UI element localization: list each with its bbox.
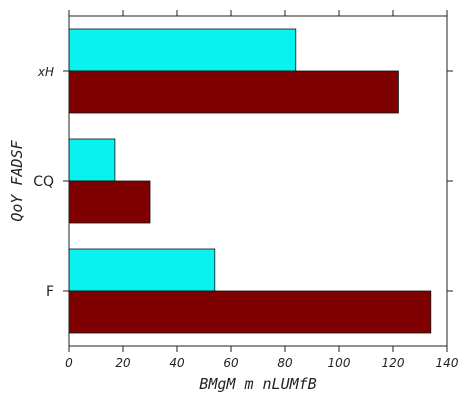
bar-f-series-1: [68, 248, 216, 292]
y-axis-label: QoY FADSF: [8, 139, 26, 221]
x-tick-label: 120: [382, 356, 405, 370]
y-tick-label-f: F: [46, 284, 54, 300]
bar-cq-series-1: [68, 138, 116, 182]
x-axis-ticks: 0 20 40 60 80 100 120 140: [65, 10, 459, 370]
x-axis-label: BMgM m nLUMfB: [199, 375, 316, 393]
bar-f-series-2: [68, 290, 432, 334]
x-tick-label: 140: [436, 356, 459, 370]
bar-cq-series-2: [68, 180, 151, 224]
x-tick-label: 100: [328, 356, 351, 370]
bar-xh-series-2: [68, 70, 399, 114]
x-tick-label: 40: [169, 356, 185, 370]
bars-group: [68, 28, 432, 334]
x-tick-label: 80: [277, 356, 293, 370]
x-tick-label: 0: [65, 356, 73, 370]
bar-xh-series-1: [68, 28, 297, 72]
y-tick-label-cq: CQ: [33, 174, 54, 190]
x-tick-label: 20: [115, 356, 131, 370]
x-tick-label: 60: [223, 356, 239, 370]
y-tick-label-xh: xH: [37, 65, 54, 79]
y-axis-ticks: F CQ xH: [33, 65, 453, 300]
